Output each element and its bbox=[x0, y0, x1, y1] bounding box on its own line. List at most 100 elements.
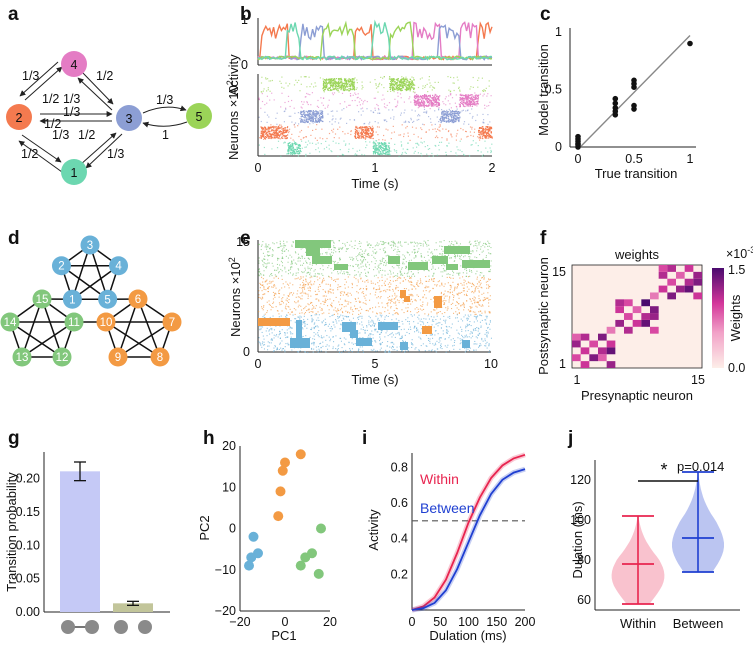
spike bbox=[468, 97, 471, 99]
spike bbox=[424, 85, 427, 87]
spike bbox=[481, 287, 483, 289]
spike bbox=[474, 256, 476, 258]
spike bbox=[360, 301, 362, 303]
spike bbox=[367, 281, 369, 283]
spike bbox=[405, 120, 407, 122]
spike bbox=[447, 308, 449, 310]
spike bbox=[290, 146, 292, 148]
spike bbox=[399, 242, 401, 244]
spike bbox=[404, 85, 406, 87]
spike bbox=[411, 81, 413, 83]
spike bbox=[279, 264, 281, 266]
spike bbox=[489, 271, 491, 273]
spike bbox=[482, 130, 484, 132]
spike bbox=[310, 134, 312, 136]
spike bbox=[342, 131, 344, 133]
spike bbox=[469, 240, 471, 242]
spike bbox=[337, 278, 339, 280]
spike bbox=[391, 86, 393, 88]
spike bbox=[309, 94, 311, 96]
spike bbox=[260, 82, 263, 84]
spike bbox=[483, 292, 485, 294]
spike bbox=[396, 275, 398, 277]
spike bbox=[327, 283, 329, 285]
spike bbox=[319, 277, 321, 279]
spike bbox=[358, 264, 360, 266]
spike bbox=[385, 151, 387, 153]
spike bbox=[273, 277, 275, 279]
spike bbox=[487, 133, 490, 135]
spike bbox=[420, 256, 422, 258]
spike bbox=[475, 98, 477, 100]
spike bbox=[477, 315, 479, 317]
spike bbox=[312, 120, 314, 122]
spike-raster-e bbox=[258, 240, 492, 354]
spike bbox=[451, 308, 453, 310]
spike bbox=[303, 308, 305, 310]
spike bbox=[289, 254, 291, 256]
spike bbox=[410, 293, 412, 295]
spike bbox=[322, 113, 324, 115]
spike bbox=[470, 337, 472, 339]
spike bbox=[364, 127, 366, 129]
spike bbox=[275, 127, 277, 129]
spike bbox=[453, 114, 456, 116]
spike bbox=[421, 283, 423, 285]
spike bbox=[472, 311, 474, 313]
spike bbox=[428, 104, 430, 107]
scatter-point bbox=[631, 77, 637, 84]
spike bbox=[326, 251, 328, 253]
spike bbox=[481, 127, 483, 129]
spike bbox=[456, 112, 458, 115]
spike bbox=[419, 102, 421, 104]
spike bbox=[348, 90, 350, 92]
spike bbox=[305, 117, 308, 119]
spike bbox=[367, 128, 370, 130]
spike bbox=[301, 115, 303, 117]
spike bbox=[409, 89, 411, 91]
spike bbox=[307, 115, 309, 117]
spike bbox=[488, 311, 490, 313]
spike bbox=[359, 275, 361, 277]
spike bbox=[277, 126, 279, 128]
spike bbox=[432, 253, 434, 255]
spike bbox=[288, 146, 290, 148]
spike bbox=[361, 85, 363, 87]
spike bbox=[457, 303, 459, 305]
network-node bbox=[51, 256, 71, 276]
spike bbox=[355, 133, 357, 135]
spike bbox=[345, 78, 347, 80]
spike bbox=[433, 100, 435, 102]
spike bbox=[397, 102, 399, 104]
spike bbox=[407, 252, 409, 254]
spike bbox=[279, 138, 281, 140]
spike bbox=[423, 108, 426, 110]
spike bbox=[370, 282, 372, 284]
spike bbox=[393, 79, 395, 81]
spike bbox=[332, 140, 334, 142]
spike bbox=[457, 255, 459, 257]
spike bbox=[434, 249, 436, 251]
spike bbox=[414, 97, 417, 100]
spike bbox=[438, 267, 440, 269]
spike bbox=[459, 97, 461, 99]
spike bbox=[388, 286, 390, 288]
spike bbox=[393, 244, 395, 246]
spike bbox=[447, 120, 449, 122]
spike bbox=[318, 300, 320, 302]
spike bbox=[339, 84, 341, 86]
spike bbox=[267, 255, 269, 257]
spike bbox=[447, 306, 449, 308]
spike bbox=[458, 292, 460, 294]
spike bbox=[305, 110, 307, 112]
spike bbox=[311, 117, 313, 119]
spike bbox=[425, 131, 427, 133]
spike bbox=[282, 257, 284, 259]
spike bbox=[428, 259, 430, 261]
spike bbox=[316, 121, 318, 123]
spike bbox=[339, 304, 341, 306]
spike bbox=[299, 260, 301, 262]
spike bbox=[480, 286, 482, 288]
spike bbox=[268, 133, 270, 135]
spike bbox=[344, 243, 346, 245]
